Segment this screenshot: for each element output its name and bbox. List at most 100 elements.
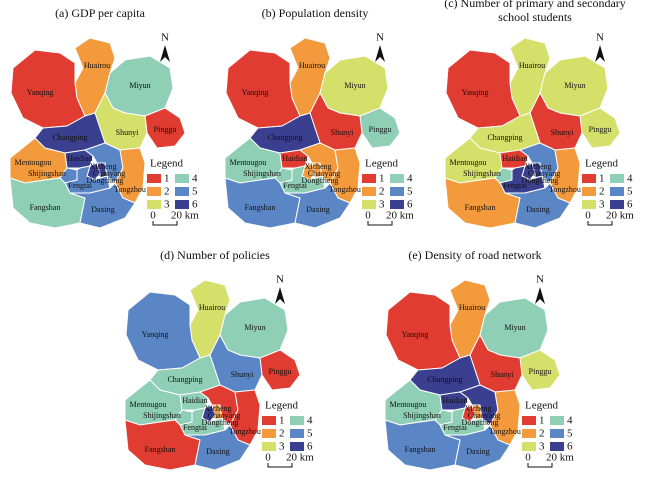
legend-swatch <box>147 174 161 183</box>
legend-label: 6 <box>567 441 573 453</box>
scale-zero: 0 <box>365 210 371 222</box>
district-label: Dongcheng <box>302 176 339 185</box>
district-label: Xicheng <box>524 162 551 171</box>
district-label: Tongzhou <box>549 185 581 194</box>
legend-label: 3 <box>539 441 545 453</box>
district <box>125 291 201 371</box>
north-arrow <box>160 45 170 62</box>
district-label: Shijingshan <box>403 411 441 420</box>
district-label: Pinggu <box>154 125 177 134</box>
north-arrow <box>535 287 545 304</box>
district-label: Shunyi <box>551 128 574 137</box>
district-label: Chaoyang <box>528 169 560 178</box>
legend-label: 2 <box>379 186 385 198</box>
district-label: Chaoyang <box>208 411 240 420</box>
map-panel: (c) Number of primary and secondaryschoo… <box>444 0 634 229</box>
legend-swatch <box>522 429 536 438</box>
district <box>518 142 559 184</box>
legend-label: 1 <box>279 415 285 427</box>
legend-swatch <box>262 442 276 451</box>
map-title: (c) Number of primary and secondary <box>444 0 626 10</box>
legend-swatch <box>362 174 376 183</box>
legend-label: 5 <box>407 186 413 198</box>
north-arrow <box>375 45 385 62</box>
district <box>225 49 301 129</box>
scale-length: 20 km <box>386 210 414 222</box>
legend-label: 2 <box>164 186 170 198</box>
scale-bar <box>527 463 553 468</box>
legend-label: 1 <box>599 173 605 185</box>
legend-title: Legend <box>585 158 618 170</box>
legend-swatch <box>390 187 404 196</box>
legend-label: 3 <box>164 199 170 211</box>
legend-swatch <box>362 200 376 209</box>
district-label: Fengtai <box>183 423 208 432</box>
legend-swatch <box>550 442 564 451</box>
district-label: Huairou <box>519 61 545 70</box>
district-label: Changping <box>52 133 87 142</box>
district-label: Pinggu <box>589 125 612 134</box>
district-label: Shunyi <box>231 370 254 379</box>
legend-label: 6 <box>192 199 198 211</box>
district-label: Fengtai <box>283 181 308 190</box>
district-label: Daxing <box>306 205 330 214</box>
district-label: Daxing <box>206 447 230 456</box>
legend-swatch <box>147 187 161 196</box>
district-label: Xicheng <box>304 162 331 171</box>
scale-zero: 0 <box>150 210 156 222</box>
district-label: Tongzhou <box>229 427 261 436</box>
district-label: Shijingshan <box>28 169 66 178</box>
district-label: Shijingshan <box>463 169 501 178</box>
legend-swatch <box>550 429 564 438</box>
district-label: Xicheng <box>204 404 231 413</box>
north-arrow <box>595 45 605 62</box>
legend-label: 4 <box>407 173 413 185</box>
north-label: N <box>376 32 384 44</box>
district-label: Mentougou <box>130 400 167 409</box>
district-label: Huairou <box>199 303 225 312</box>
district-label: Miyun <box>564 81 585 90</box>
district <box>259 349 301 391</box>
district <box>284 182 351 229</box>
legend-label: 5 <box>192 186 198 198</box>
scale-length: 20 km <box>286 452 314 464</box>
legend-label: 3 <box>379 199 385 211</box>
district-label: Haidian <box>67 154 92 163</box>
legend-label: 5 <box>567 428 573 440</box>
district-label: Chaoyang <box>468 411 500 420</box>
legend-swatch <box>582 187 596 196</box>
legend-label: 6 <box>407 199 413 211</box>
district-label: Miyun <box>244 323 265 332</box>
district-label: Fangshan <box>405 445 436 454</box>
district <box>184 424 251 471</box>
district-label: Haidian <box>502 154 527 163</box>
legend-swatch <box>175 174 189 183</box>
scale-length: 20 km <box>606 210 634 222</box>
district-label: Miyun <box>504 323 525 332</box>
scale-bar <box>267 463 293 468</box>
legend-label: 4 <box>627 173 633 185</box>
scale-length: 20 km <box>546 452 574 464</box>
map-panel: (d) Number of policies Huairou Yanqing Miyu… <box>124 248 314 471</box>
district <box>83 142 124 184</box>
district <box>504 182 571 229</box>
district-label: Shunyi <box>116 128 139 137</box>
district <box>198 384 239 426</box>
district-label: Daxing <box>91 205 115 214</box>
district-label: Fangshan <box>465 203 496 212</box>
legend-swatch <box>522 416 536 425</box>
legend-swatch <box>582 200 596 209</box>
district-label: Yanqing <box>462 88 489 97</box>
district-label: Xicheng <box>464 404 491 413</box>
legend-label: 6 <box>627 199 633 211</box>
scale-zero: 0 <box>265 452 271 464</box>
district <box>359 107 401 149</box>
district <box>10 49 86 129</box>
map-panel: (e) Density of road network Huairou Yanqin… <box>384 248 574 471</box>
district-label: Shunyi <box>491 370 514 379</box>
legend-swatch <box>390 200 404 209</box>
district <box>69 182 136 229</box>
map-title: (d) Number of policies <box>160 248 270 262</box>
legend-swatch <box>147 200 161 209</box>
legend-swatch <box>522 442 536 451</box>
